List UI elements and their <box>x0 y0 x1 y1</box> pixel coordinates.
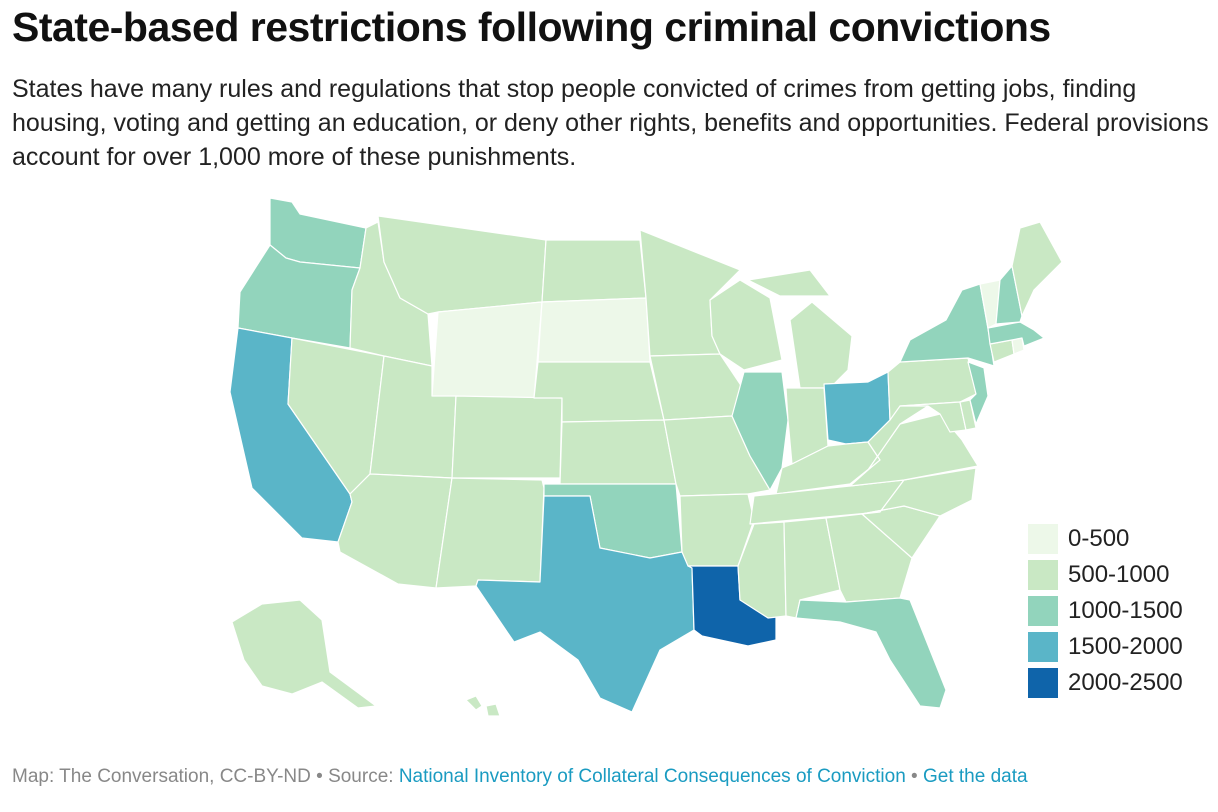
state-mt[interactable] <box>377 215 547 315</box>
state-nm[interactable] <box>435 477 545 589</box>
state-co[interactable] <box>451 395 563 479</box>
state-nh[interactable] <box>995 265 1023 325</box>
legend-label: 1500-2000 <box>1068 633 1183 660</box>
state-de[interactable] <box>959 399 977 431</box>
map-credit: Map: The Conversation, CC-BY-ND <box>12 766 311 787</box>
state-ia[interactable] <box>649 353 745 421</box>
legend-swatch <box>1028 596 1058 626</box>
state-wi[interactable] <box>709 279 783 371</box>
state-nd[interactable] <box>541 239 647 303</box>
source-label: Source: <box>328 766 399 787</box>
source-link[interactable]: National Inventory of Collateral Consequ… <box>398 766 906 787</box>
state-hi[interactable] <box>465 695 501 717</box>
chart-subtitle: States have many rules and regulations t… <box>12 75 1209 171</box>
state-ny[interactable] <box>899 283 995 367</box>
state-nj[interactable] <box>967 361 989 425</box>
separator-dot: • <box>905 766 923 787</box>
state-wy[interactable] <box>431 301 543 399</box>
legend-label: 1000-1500 <box>1068 597 1183 624</box>
state-me[interactable] <box>1011 221 1063 317</box>
state-sd[interactable] <box>537 297 651 363</box>
state-fl[interactable] <box>795 597 947 709</box>
legend-label: 0-500 <box>1068 525 1130 552</box>
state-tx[interactable] <box>475 495 695 713</box>
state-ks[interactable] <box>559 419 677 485</box>
state-az[interactable] <box>337 473 453 589</box>
legend-label: 2000-2500 <box>1068 669 1183 696</box>
legend-swatch <box>1028 668 1058 698</box>
legend-swatch <box>1028 632 1058 662</box>
state-va[interactable] <box>849 413 979 487</box>
chart-title: State-based restrictions following crimi… <box>12 4 1051 50</box>
state-ma[interactable] <box>987 321 1045 347</box>
legend-swatch <box>1028 560 1058 590</box>
get-data-link[interactable]: Get the data <box>923 766 1028 787</box>
separator-dot: • <box>310 766 329 787</box>
legend-label: 500-1000 <box>1068 561 1170 588</box>
state-ak[interactable] <box>231 599 377 709</box>
state-il[interactable] <box>731 371 789 491</box>
legend-swatch <box>1028 524 1058 554</box>
footer-credits: Map: The Conversation, CC-BY-ND • Source… <box>12 766 1028 788</box>
